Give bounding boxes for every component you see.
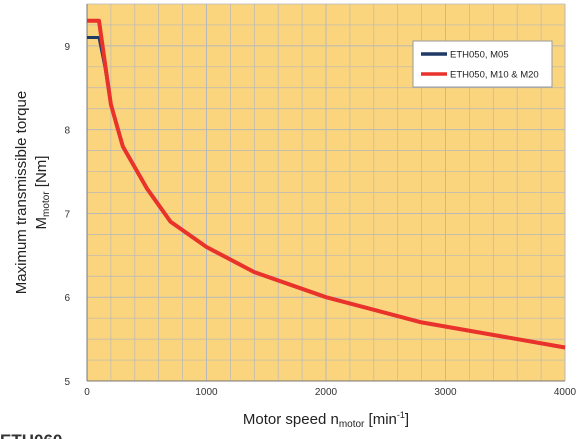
y-axis-title-M: M [33,217,50,230]
series-lines [87,18,566,350]
x-axis-title-sub: motor [339,419,365,430]
x-axis-title-middle: [min [364,411,397,428]
x-axis-title: Motor speed nmotor [min-1] [243,410,409,430]
series-line-2 [87,18,566,350]
cut-off-heading: ETH060 [0,431,62,439]
legend-box [412,40,553,88]
x-axis-title-prefix: Motor speed n [243,411,339,428]
x-axis-title-sup: -1 [397,410,405,420]
y-axis-title-unit: [Nm] [33,156,50,192]
x-tick-label: 1000 [195,387,218,398]
x-tick-label: 0 [84,387,90,398]
y-tick-label: 8 [64,126,70,137]
axes [86,4,565,382]
y-tick-label: 5 [64,377,70,388]
y-axis-title-line1: Maximum transmissible torque [13,91,30,294]
y-axis-title-sub: motor [41,191,52,217]
y-tick-label: 9 [64,42,70,53]
y-tick-label: 7 [64,209,70,220]
x-tick-labels: 0 1000 2000 3000 4000 [84,387,576,398]
legend-label: ETH050, M10 & M20 [450,70,539,81]
x-tick-label: 3000 [434,387,457,398]
x-tick-label: 2000 [315,387,338,398]
y-tick-labels: 5 6 7 8 9 [64,42,70,388]
y-axis-title-line2: Mmotor [Nm] [33,156,52,230]
x-axis-title-suffix: ] [405,411,409,428]
x-tick-label: 4000 [554,387,577,398]
legend-label: ETH050, M05 [450,50,509,61]
legend: ETH050, M05 ETH050, M10 & M20 [412,40,553,88]
y-tick-label: 6 [64,293,70,304]
